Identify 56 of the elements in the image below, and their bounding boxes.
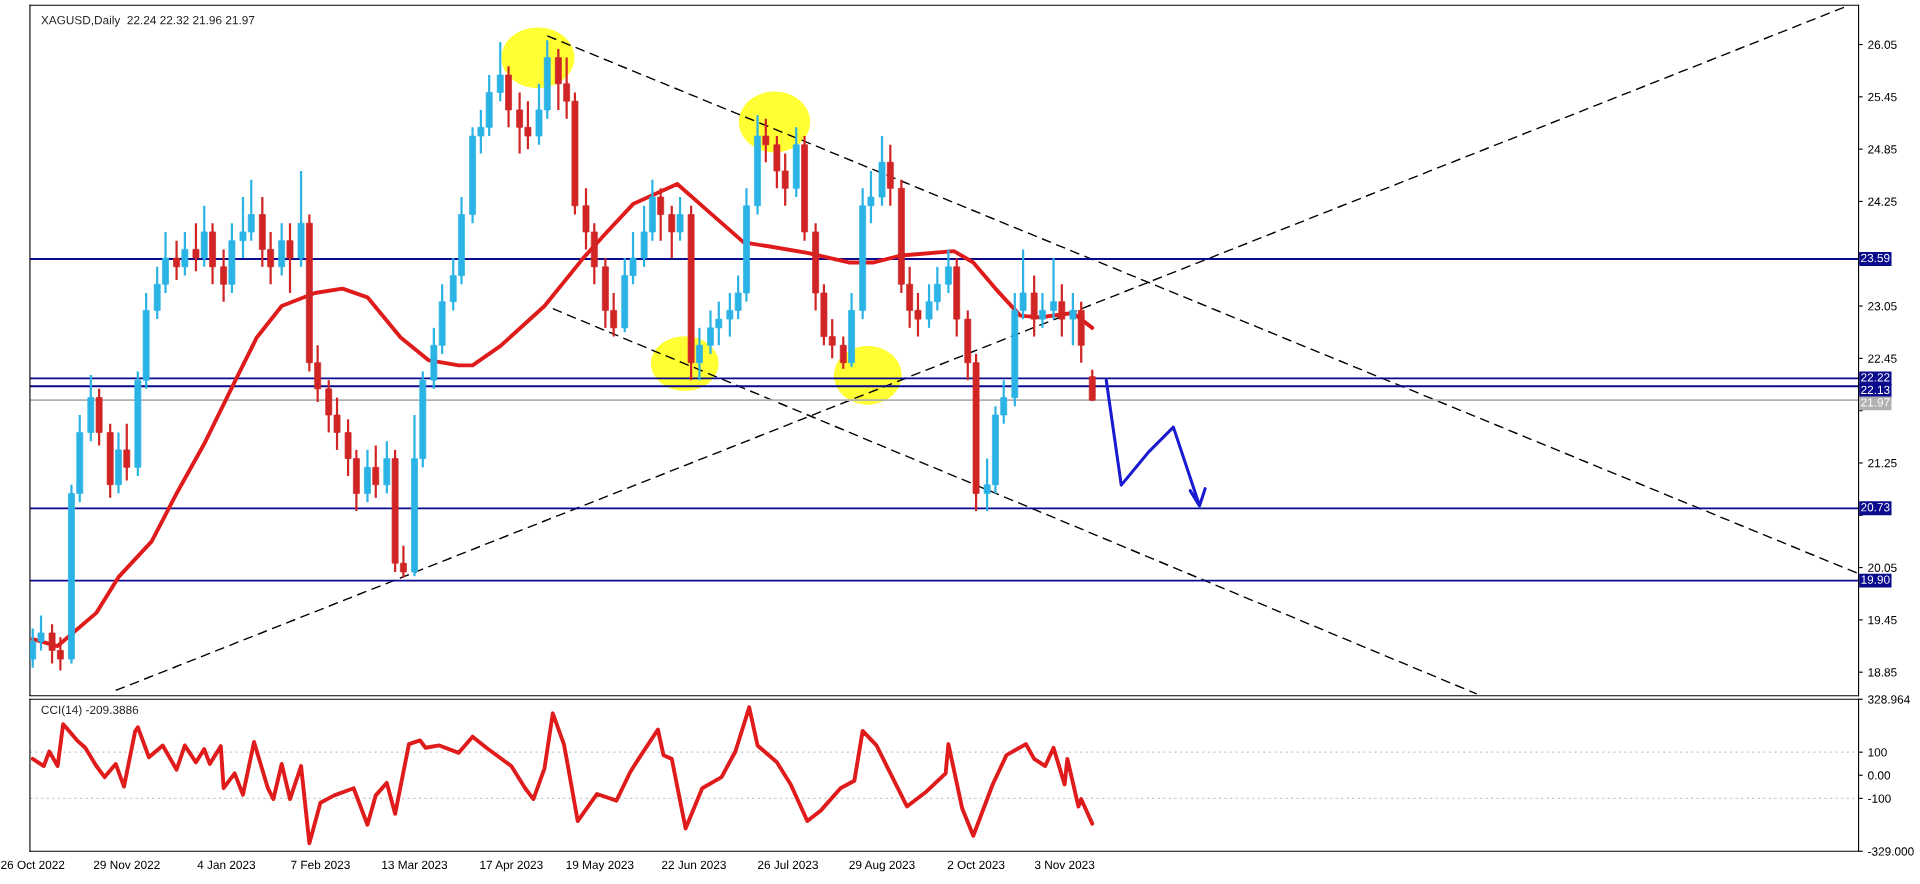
y-tick-label: 23.05 bbox=[1868, 302, 1897, 311]
candlestick bbox=[372, 444, 380, 499]
candlestick bbox=[1039, 291, 1046, 329]
candlestick bbox=[668, 204, 676, 260]
line-series bbox=[30, 705, 1095, 846]
y-tick-label: -329.000 bbox=[1868, 847, 1914, 856]
ref-line-label: 22.13 bbox=[1861, 385, 1890, 395]
y-tick-label: 22.45 bbox=[1868, 354, 1897, 363]
x-tick-label: 26 Oct 2022 bbox=[1, 860, 65, 869]
ref-line-label: 21.97 bbox=[1861, 398, 1890, 407]
x-tick-label: 3 Nov 2023 bbox=[1034, 860, 1095, 869]
candlestick bbox=[676, 195, 684, 242]
text: XAGUSD,Daily 22.24 22.32 21.96 21.97 bbox=[41, 15, 255, 27]
candlestick bbox=[192, 222, 200, 273]
candlestick bbox=[173, 239, 180, 282]
x-tick-label: 22 Jun 2023 bbox=[662, 860, 726, 869]
x-tick-label: 29 Aug 2023 bbox=[849, 860, 915, 872]
candlestick bbox=[123, 422, 131, 482]
y-tick-label: 21.25 bbox=[1868, 458, 1897, 468]
x-tick-label: 13 Mar 2023 bbox=[382, 860, 448, 869]
x-tick-label: 29 Nov 2022 bbox=[93, 860, 160, 869]
candlestick bbox=[496, 40, 504, 103]
y-tick-label: -100 bbox=[1868, 794, 1891, 803]
x-tick-label: 19 May 2023 bbox=[566, 860, 634, 872]
x-tick-label: 4 Jan 2023 bbox=[197, 860, 256, 869]
candlestick bbox=[657, 187, 665, 242]
candlestick bbox=[1069, 291, 1077, 347]
x-tick-label: 7 Feb 2023 bbox=[291, 860, 350, 869]
y-tick-label: 328.964 bbox=[1868, 695, 1910, 704]
candlestick bbox=[945, 248, 952, 295]
y-tick-label: 25.45 bbox=[1868, 92, 1897, 102]
ref-line-label: 20.73 bbox=[1861, 503, 1890, 512]
y-tick-label: 20.05 bbox=[1868, 563, 1897, 572]
ref-line-label: 23.59 bbox=[1861, 253, 1890, 263]
chart-title: CCI(14) -209.3886 bbox=[41, 705, 139, 717]
candlestick bbox=[762, 117, 770, 164]
candlestick bbox=[286, 222, 294, 295]
candlestick bbox=[696, 326, 703, 382]
y-tick-label: 18.85 bbox=[1868, 668, 1897, 677]
candlestick bbox=[1050, 256, 1057, 321]
y-tick-label: 24.25 bbox=[1868, 197, 1897, 206]
y-tick-label: 19.45 bbox=[1868, 615, 1897, 625]
ref-line-label: 19.90 bbox=[1861, 575, 1890, 584]
ref-line-label: 22.22 bbox=[1861, 373, 1890, 382]
x-tick-label: 26 Jul 2023 bbox=[758, 860, 818, 869]
candlestick bbox=[181, 230, 189, 277]
y-tick-label: 100 bbox=[1868, 748, 1887, 757]
candlestick bbox=[839, 335, 847, 370]
candlestick bbox=[1058, 283, 1066, 338]
x-tick-label: 2 Oct 2023 bbox=[947, 860, 1005, 869]
x-tick-label: 17 Apr 2023 bbox=[480, 860, 543, 872]
candlestick bbox=[220, 248, 227, 303]
y-tick-label: 26.05 bbox=[1868, 40, 1897, 49]
y-tick-label: 0.00 bbox=[1868, 771, 1891, 780]
y-tick-label: 24.85 bbox=[1868, 145, 1897, 154]
candlestick bbox=[1088, 368, 1096, 403]
